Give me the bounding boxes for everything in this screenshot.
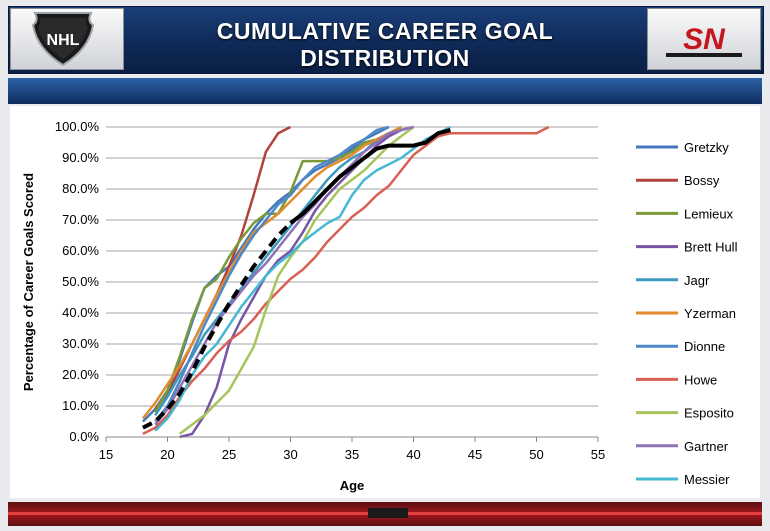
sn-logo-icon: SN xyxy=(666,23,742,57)
x-tick-label: 45 xyxy=(468,447,482,462)
x-tick-label: 50 xyxy=(529,447,543,462)
legend-label: Lemieux xyxy=(684,206,734,221)
legend-label: Howe xyxy=(684,372,717,387)
footer-bar xyxy=(8,502,762,526)
legend-label: Bossy xyxy=(684,173,720,188)
x-tick-label: 35 xyxy=(345,447,359,462)
x-tick-label: 30 xyxy=(283,447,297,462)
series-line-average-solid xyxy=(289,128,451,225)
series-line-yzerman xyxy=(141,125,402,420)
legend-label: Gretzky xyxy=(684,140,729,155)
x-tick-label: 15 xyxy=(99,447,113,462)
x-tick-label: 40 xyxy=(406,447,420,462)
series-line-gartner xyxy=(154,125,414,426)
nhl-logo: NHL xyxy=(10,8,124,70)
y-tick-label: 30.0% xyxy=(62,336,99,351)
series-lines xyxy=(141,125,550,439)
legend-label: Gartner xyxy=(684,439,729,454)
y-tick-label: 100.0% xyxy=(55,119,100,134)
x-tick-label: 55 xyxy=(591,447,605,462)
legend-label: Esposito xyxy=(684,406,734,421)
chart-panel: 0.0% 10.0% 20.0% 30.0% 40.0% 50.0% 60.0% 70.0% 8… xyxy=(10,106,760,498)
y-tick-label: 20.0% xyxy=(62,367,99,382)
x-axis-ticks: 15 20 25 30 35 40 45 50 55 xyxy=(99,437,605,462)
y-tick-label: 90.0% xyxy=(62,150,99,165)
y-axis-label: Percentage of Career Goals Scored xyxy=(21,173,36,391)
x-tick-label: 20 xyxy=(160,447,174,462)
series-line-messier xyxy=(154,125,451,432)
legend-label: Brett Hull xyxy=(684,240,738,255)
nhl-logo-text: NHL xyxy=(47,32,80,49)
footer-tab xyxy=(368,508,408,518)
header-banner xyxy=(8,6,764,74)
x-tick-label: 25 xyxy=(222,447,236,462)
nhl-shield-icon: NHL xyxy=(31,12,95,67)
y-tick-label: 40.0% xyxy=(62,305,99,320)
legend-label: Messier xyxy=(684,472,730,487)
x-axis-label: Age xyxy=(340,478,365,493)
series-line-bossy xyxy=(154,125,292,410)
legend-label: Yzerman xyxy=(684,306,736,321)
page-title: CUMULATIVE CAREER GOAL DISTRIBUTION xyxy=(216,18,554,71)
line-chart: 0.0% 10.0% 20.0% 30.0% 40.0% 50.0% 60.0% 70.0% 8… xyxy=(21,119,738,493)
y-tick-label: 10.0% xyxy=(62,398,99,413)
y-tick-label: 70.0% xyxy=(62,212,99,227)
y-tick-label: 60.0% xyxy=(62,243,99,258)
sn-logo: SN xyxy=(647,8,761,70)
series-line-brett-hull xyxy=(179,125,414,439)
y-tick-label: 80.0% xyxy=(62,181,99,196)
series-line-dionne xyxy=(154,125,390,423)
y-axis-ticks: 0.0% 10.0% 20.0% 30.0% 40.0% 50.0% 60.0% 70.0% 8… xyxy=(55,119,100,444)
series-line-average-dashed xyxy=(141,221,292,430)
y-tick-label: 0.0% xyxy=(69,429,99,444)
subheader-bar xyxy=(8,78,762,104)
legend: Gretzky Bossy Lemieux Brett Hull Jagr Yzerman… xyxy=(636,140,738,487)
legend-label: Jagr xyxy=(684,273,710,288)
legend-label: Dionne xyxy=(684,339,725,354)
series-line-howe xyxy=(142,125,550,436)
y-tick-label: 50.0% xyxy=(62,274,99,289)
sn-logo-text: SN xyxy=(683,23,726,56)
